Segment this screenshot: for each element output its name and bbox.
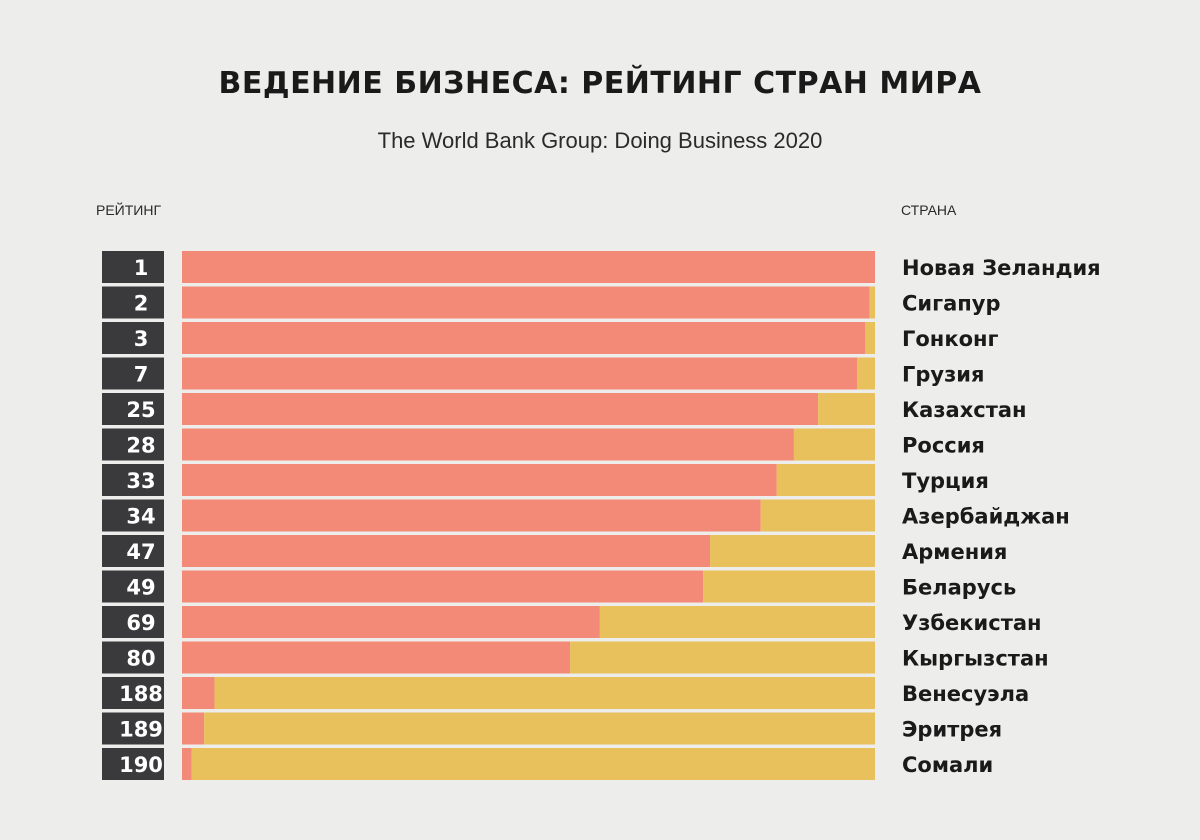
- chart-title: ВЕДЕНИЕ БИЗНЕСА: РЕЙТИНГ СТРАН МИРА: [218, 66, 982, 101]
- rank-label: 47: [126, 540, 155, 564]
- rank-label: 34: [126, 505, 155, 529]
- rank-label: 3: [134, 327, 149, 351]
- country-column-header: СТРАНА: [901, 202, 957, 218]
- country-label: Россия: [902, 434, 985, 458]
- rank-box: [102, 357, 164, 390]
- remainder-bar: [865, 322, 875, 354]
- country-label: Венесуэла: [902, 682, 1029, 706]
- score-bar: [182, 641, 571, 674]
- country-label: Эритрея: [902, 718, 1002, 742]
- remainder-bar: [599, 606, 875, 638]
- rank-label: 33: [126, 469, 155, 493]
- country-label: Азербайджан: [902, 505, 1070, 529]
- rank-label: 190: [119, 753, 163, 777]
- rank-box: [102, 464, 164, 496]
- rank-box: [102, 322, 164, 354]
- remainder-bar: [760, 499, 875, 532]
- country-label: Турция: [902, 469, 989, 493]
- rank-label: 7: [134, 363, 149, 387]
- country-label: Армения: [902, 540, 1007, 564]
- country-label: Казахстан: [902, 398, 1027, 422]
- rank-box: [102, 251, 164, 283]
- country-label: Узбекистан: [902, 611, 1042, 635]
- score-bar: [182, 677, 215, 709]
- rank-label: 189: [119, 718, 163, 742]
- rank-box: [102, 712, 164, 745]
- rank-box: [102, 606, 164, 638]
- remainder-bar: [869, 286, 875, 319]
- rank-box: [102, 428, 164, 461]
- rank-box: [102, 393, 164, 425]
- rank-label: 25: [126, 398, 155, 422]
- rank-box: [102, 641, 164, 674]
- remainder-bar: [570, 641, 875, 674]
- rank-label: 28: [126, 434, 155, 458]
- chart-subtitle: The World Bank Group: Doing Business 202…: [377, 128, 823, 153]
- score-bar: [182, 251, 875, 283]
- remainder-bar: [856, 357, 875, 390]
- country-label: Кыргызстан: [902, 647, 1049, 671]
- score-bar: [182, 499, 761, 532]
- rank-label: 188: [119, 682, 163, 706]
- rank-box: [102, 535, 164, 567]
- score-bar: [182, 322, 866, 354]
- rank-box: [102, 748, 164, 780]
- rank-label: 49: [126, 576, 155, 600]
- score-bar: [182, 570, 704, 603]
- country-label: Беларусь: [902, 576, 1016, 600]
- country-label: Сомали: [902, 753, 993, 777]
- rank-box: [102, 499, 164, 532]
- score-bar: [182, 428, 794, 461]
- remainder-bar: [703, 570, 875, 603]
- remainder-bar: [776, 464, 875, 496]
- score-bar: [182, 712, 205, 745]
- remainder-bar: [818, 393, 875, 425]
- score-bar: [182, 357, 857, 390]
- rank-column-header: РЕЙТИНГ: [96, 202, 162, 218]
- remainder-bar: [204, 712, 875, 745]
- rank-label: 80: [126, 647, 155, 671]
- remainder-bar: [710, 535, 875, 567]
- score-bar: [182, 393, 819, 425]
- country-label: Грузия: [902, 363, 985, 387]
- rank-box: [102, 677, 164, 709]
- score-bar: [182, 286, 870, 319]
- country-label: Новая Зеландия: [902, 256, 1101, 280]
- rank-box: [102, 286, 164, 319]
- remainder-bar: [793, 428, 875, 461]
- score-bar: [182, 464, 777, 496]
- rank-label: 2: [134, 292, 149, 316]
- remainder-bar: [214, 677, 876, 709]
- country-label: Гонконг: [902, 327, 999, 351]
- score-bar: [182, 535, 711, 567]
- rank-box: [102, 570, 164, 603]
- remainder-bar: [191, 748, 875, 780]
- score-bar: [182, 606, 600, 638]
- score-bar: [182, 748, 192, 780]
- rank-label: 1: [134, 256, 149, 280]
- country-label: Сигапур: [902, 292, 1001, 316]
- rank-label: 69: [126, 611, 155, 635]
